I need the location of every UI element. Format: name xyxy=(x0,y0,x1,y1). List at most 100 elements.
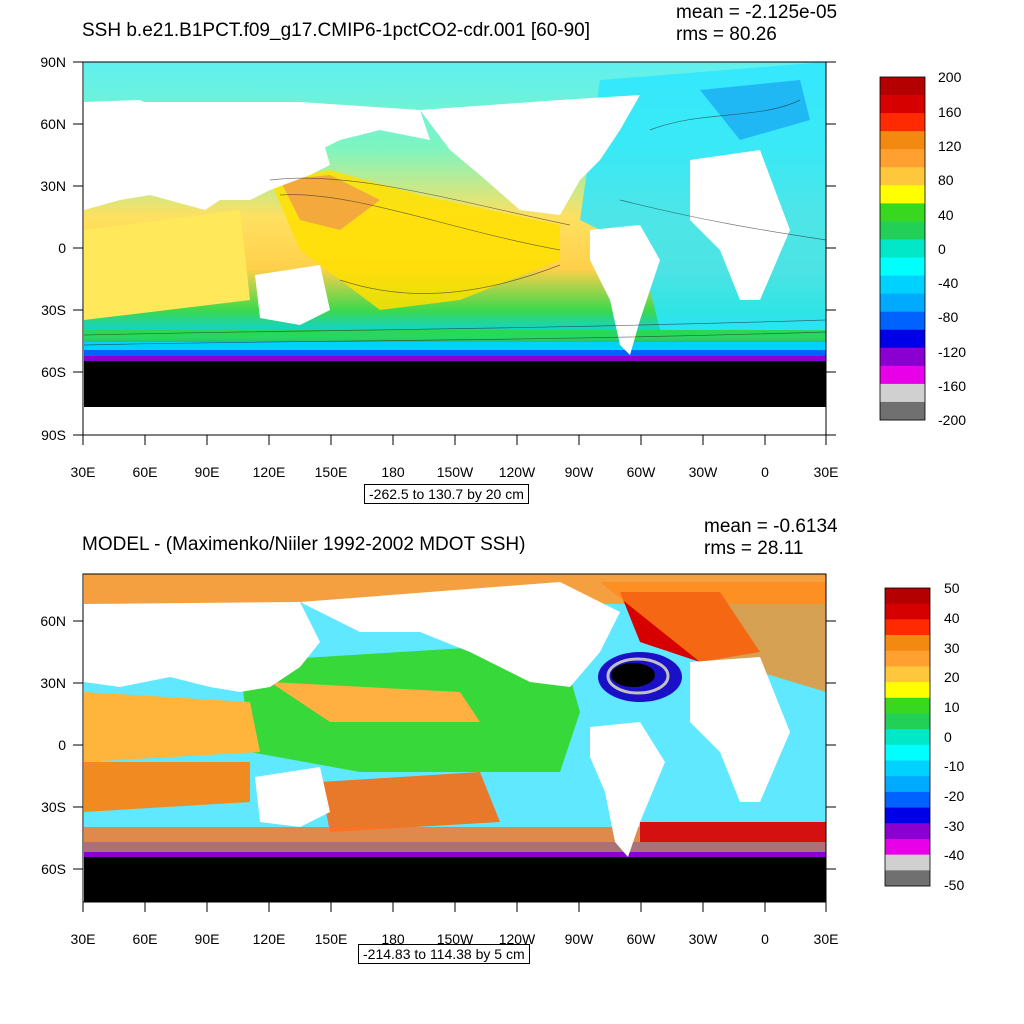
x-tick-label: 120W xyxy=(499,464,536,480)
chart-title: MODEL - (Maximenko/Niiler 1992-2002 MDOT… xyxy=(82,534,526,555)
x-tick-label: 30E xyxy=(71,464,96,480)
colorbar-swatch xyxy=(880,401,925,421)
colorbar-label: -50 xyxy=(944,877,964,893)
x-tick-label: 60E xyxy=(133,931,158,947)
colorbar-label: 20 xyxy=(944,669,960,685)
x-tick-label: 150W xyxy=(437,931,474,947)
y-tick-label: 0 xyxy=(58,240,66,256)
map-plot: 90N 60N 30N 0 30S 60S 90S 30E 60E 90E 12… xyxy=(40,54,966,480)
colorbar-label: 30 xyxy=(944,640,960,656)
colorbar-swatch xyxy=(885,729,930,746)
colorbar-swatch xyxy=(880,185,925,204)
x-tick-label: 90E xyxy=(195,931,220,947)
colorbar-label: -40 xyxy=(944,847,964,863)
colorbar-label: 160 xyxy=(938,104,962,120)
chart-title: SSH b.e21.B1PCT.f09_g17.CMIP6-1pctCO2-cd… xyxy=(82,20,590,41)
y-tick-label: 30S xyxy=(41,302,66,318)
colorbar-label: -200 xyxy=(938,412,966,428)
colorbar-swatch xyxy=(885,823,930,840)
x-tick-label: 60W xyxy=(627,931,657,947)
colorbar-swatch xyxy=(885,713,930,730)
colorbar-label: -80 xyxy=(938,309,958,325)
colorbar-swatch xyxy=(885,619,930,636)
y-tick-label: 60N xyxy=(40,116,66,132)
colorbar-swatch xyxy=(880,239,925,258)
x-tick-label: 180 xyxy=(381,931,405,947)
map-plot: 60N 30N 0 30S 60S 30E 60E 90E 120E 150E … xyxy=(40,573,964,947)
y-axis xyxy=(73,620,836,870)
y-tick-label: 30N xyxy=(40,675,66,691)
colorbar-swatch xyxy=(885,791,930,808)
colorbar-label: 0 xyxy=(944,729,952,745)
colorbar-swatch xyxy=(880,383,925,403)
colorbar-swatch xyxy=(880,77,925,96)
colorbar-swatch xyxy=(885,603,930,620)
colorbar-swatch xyxy=(885,682,930,699)
x-tick-label: 150E xyxy=(315,464,348,480)
colorbar-swatch xyxy=(885,650,930,667)
x-tick-label: 30W xyxy=(689,464,719,480)
x-tick-label: 90W xyxy=(565,464,595,480)
colorbar-swatch xyxy=(885,666,930,683)
colorbar-label: 120 xyxy=(938,138,962,154)
colorbar-label: -20 xyxy=(944,788,964,804)
x-axis xyxy=(82,902,827,912)
colorbar-swatch xyxy=(880,221,925,240)
contour-range-label: -262.5 to 130.7 by 20 cm xyxy=(364,484,529,504)
y-axis xyxy=(73,61,836,436)
colorbar-swatch xyxy=(885,776,930,793)
x-axis xyxy=(82,435,827,445)
x-tick-label: 60W xyxy=(627,464,657,480)
colorbar-swatch xyxy=(885,870,930,887)
mean-stat: mean = -0.6134 xyxy=(704,516,838,537)
colorbar-swatch xyxy=(880,257,925,276)
x-tick-label: 150E xyxy=(315,931,348,947)
colorbar-label: -30 xyxy=(944,818,964,834)
y-tick-label: 60S xyxy=(41,364,66,380)
colorbar-swatch xyxy=(880,167,925,186)
x-tick-label: 90W xyxy=(565,931,595,947)
rms-stat: rms = 80.26 xyxy=(676,24,777,45)
colorbar-frame xyxy=(879,76,926,421)
y-tick-label: 90S xyxy=(41,427,66,443)
x-tick-label: 0 xyxy=(761,464,769,480)
y-tick-label: 30N xyxy=(40,178,66,194)
x-tick-label: 30E xyxy=(71,931,96,947)
colorbar-label: 40 xyxy=(944,610,960,626)
y-tick-label: 60S xyxy=(41,861,66,877)
map-field xyxy=(83,62,827,407)
colorbar-swatch xyxy=(885,744,930,761)
colorbar-swatch xyxy=(885,760,930,777)
x-tick-label: 180 xyxy=(381,464,405,480)
colorbar-swatch xyxy=(880,347,925,367)
colorbar-label: -10 xyxy=(944,758,964,774)
colorbar-label: 50 xyxy=(944,580,960,596)
colorbar-label: 10 xyxy=(944,699,960,715)
colorbar-label: -160 xyxy=(938,378,966,394)
colorbar-frame xyxy=(884,587,931,887)
colorbar xyxy=(879,76,926,421)
contour-range-label: -214.83 to 114.38 by 5 cm xyxy=(358,944,530,964)
panel-bottom: MODEL - (Maximenko/Niiler 1992-2002 MDOT… xyxy=(0,512,1024,1024)
colorbar-swatch xyxy=(880,149,925,168)
colorbar-swatch xyxy=(880,329,925,349)
colorbar-labels: 50 40 30 20 10 0 -10 -20 -30 -40 -50 xyxy=(944,580,964,893)
x-tick-label: 120W xyxy=(499,931,536,947)
colorbar-label: -40 xyxy=(938,275,958,291)
colorbar-labels: 200 160 120 80 40 0 -40 -80 -120 -160 -2… xyxy=(938,69,966,428)
x-tick-label: 0 xyxy=(761,931,769,947)
y-tick-label: 30S xyxy=(41,799,66,815)
colorbar-swatch xyxy=(885,635,930,652)
y-tick-label: 90N xyxy=(40,54,66,70)
colorbar-label: 200 xyxy=(938,69,962,85)
colorbar-swatch xyxy=(880,113,925,132)
colorbar-swatch xyxy=(880,311,925,331)
colorbar-swatch xyxy=(880,365,925,385)
colorbar-swatch xyxy=(885,807,930,824)
x-tick-label: 30W xyxy=(689,931,719,947)
y-tick-label: 60N xyxy=(40,613,66,629)
colorbar-swatch xyxy=(885,838,930,856)
colorbar-label: 40 xyxy=(938,207,954,223)
colorbar-swatch xyxy=(880,131,925,150)
x-tick-label: 30E xyxy=(814,464,839,480)
